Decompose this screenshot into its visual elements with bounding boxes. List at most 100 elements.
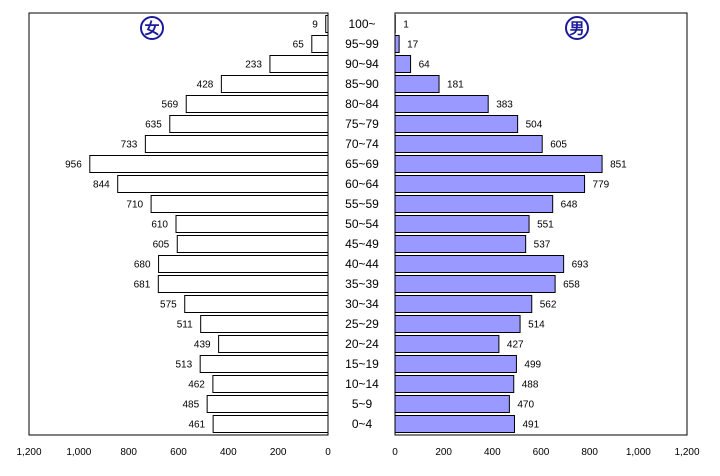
female-legend-label: 女 xyxy=(144,20,159,38)
female-bar xyxy=(144,135,329,153)
female-bar xyxy=(269,55,329,73)
female-value-label: 569 xyxy=(162,100,179,111)
female-axis-tick-label: 800 xyxy=(120,447,137,458)
male-value-label: 851 xyxy=(610,160,627,171)
female-axis-tick-label: 400 xyxy=(220,447,237,458)
female-value-label: 428 xyxy=(197,80,214,91)
female-value-label: 605 xyxy=(153,240,170,251)
male-axis-tick-label: 400 xyxy=(484,447,501,458)
age-group-label: 30~34 xyxy=(345,297,379,311)
age-group-label: 95~99 xyxy=(345,37,379,51)
male-value-label: 658 xyxy=(563,280,580,291)
male-bar xyxy=(394,415,515,433)
age-group-label: 85~90 xyxy=(345,77,379,91)
male-legend-label: 男 xyxy=(569,21,584,38)
male-bar xyxy=(394,375,515,393)
male-axis-ticks: 0 200 400 600 800 1,000 1,200 xyxy=(392,447,700,458)
female-bar xyxy=(89,155,329,173)
age-group-label: 45~49 xyxy=(345,237,379,251)
male-value-label: 779 xyxy=(593,180,610,191)
female-axis-tick-label: 1,200 xyxy=(16,447,41,458)
female-value-label: 681 xyxy=(134,280,151,291)
male-value-label: 499 xyxy=(524,360,541,371)
male-axis-tick-label: 600 xyxy=(533,447,550,458)
female-bar xyxy=(212,375,329,393)
female-value-label: 9 xyxy=(312,20,318,31)
female-axis-ticks: 1,200 1,000 800 600 400 200 0 xyxy=(16,447,331,458)
female-bar xyxy=(185,95,329,113)
male-value-label: 537 xyxy=(534,240,551,251)
female-value-label: 733 xyxy=(121,140,138,151)
male-bar xyxy=(394,275,556,293)
age-group-labels: 100~ 95~99 90~94 85~90 80~84 75~79 70~74 65~69 6… xyxy=(345,17,379,431)
age-group-label: 5~9 xyxy=(352,397,373,411)
male-bar xyxy=(394,315,521,333)
age-group-label: 75~79 xyxy=(345,117,379,131)
male-value-label: 488 xyxy=(522,380,539,391)
female-bar xyxy=(212,415,329,433)
female-value-label: 461 xyxy=(188,420,205,431)
female-bar xyxy=(325,15,329,33)
female-value-label: 635 xyxy=(145,120,162,131)
male-bar xyxy=(394,135,543,153)
male-axis-tick-label: 800 xyxy=(581,447,598,458)
male-bar xyxy=(394,215,530,233)
age-group-label: 15~19 xyxy=(345,357,379,371)
age-group-label: 20~24 xyxy=(345,337,379,351)
female-value-label: 513 xyxy=(175,360,192,371)
female-bar xyxy=(199,355,329,373)
male-value-label: 427 xyxy=(507,340,524,351)
female-value-label: 575 xyxy=(160,300,177,311)
male-bar xyxy=(394,55,412,73)
female-bar xyxy=(220,75,329,93)
age-group-label: 80~84 xyxy=(345,97,379,111)
female-value-label: 844 xyxy=(93,180,110,191)
age-group-label: 100~ xyxy=(348,17,375,31)
age-group-label: 65~69 xyxy=(345,157,379,171)
male-bar xyxy=(394,235,527,253)
male-axis-tick-label: 0 xyxy=(392,447,398,458)
male-value-label: 504 xyxy=(526,120,543,131)
male-bar xyxy=(394,295,533,313)
male-value-label: 514 xyxy=(528,320,545,331)
male-bar xyxy=(394,255,565,273)
female-value-label: 710 xyxy=(126,200,143,211)
male-bar xyxy=(394,35,400,53)
age-group-label: 50~54 xyxy=(345,217,379,231)
female-bar xyxy=(176,235,329,253)
age-group-label: 25~29 xyxy=(345,317,379,331)
female-bar xyxy=(311,35,329,53)
age-group-label: 70~74 xyxy=(345,137,379,151)
female-bar xyxy=(175,215,329,233)
female-bar xyxy=(157,275,329,293)
female-bar xyxy=(158,255,329,273)
male-bar xyxy=(394,195,554,213)
male-axis-tick-label: 200 xyxy=(435,447,452,458)
female-bar xyxy=(206,395,329,413)
male-bar xyxy=(394,175,586,193)
female-value-label: 680 xyxy=(134,260,151,271)
male-bar xyxy=(394,155,603,173)
male-value-label: 17 xyxy=(407,40,419,51)
female-value-label: 65 xyxy=(293,40,305,51)
age-group-label: 60~64 xyxy=(345,177,379,191)
male-value-label: 605 xyxy=(550,140,567,151)
male-legend-badge: 男 xyxy=(565,16,589,40)
male-bar xyxy=(394,75,440,93)
male-bar xyxy=(394,355,517,373)
male-value-label: 562 xyxy=(540,300,557,311)
female-value-label: 462 xyxy=(188,380,205,391)
female-value-label: 610 xyxy=(151,220,168,231)
female-value-label: 233 xyxy=(245,60,262,71)
male-bar xyxy=(394,395,510,413)
male-value-label: 1 xyxy=(403,20,409,31)
female-bar xyxy=(200,315,329,333)
age-group-label: 0~4 xyxy=(352,417,373,431)
female-value-label: 485 xyxy=(182,400,199,411)
female-axis-tick-label: 600 xyxy=(170,447,187,458)
age-group-label: 40~44 xyxy=(345,257,379,271)
male-value-label: 181 xyxy=(447,80,464,91)
